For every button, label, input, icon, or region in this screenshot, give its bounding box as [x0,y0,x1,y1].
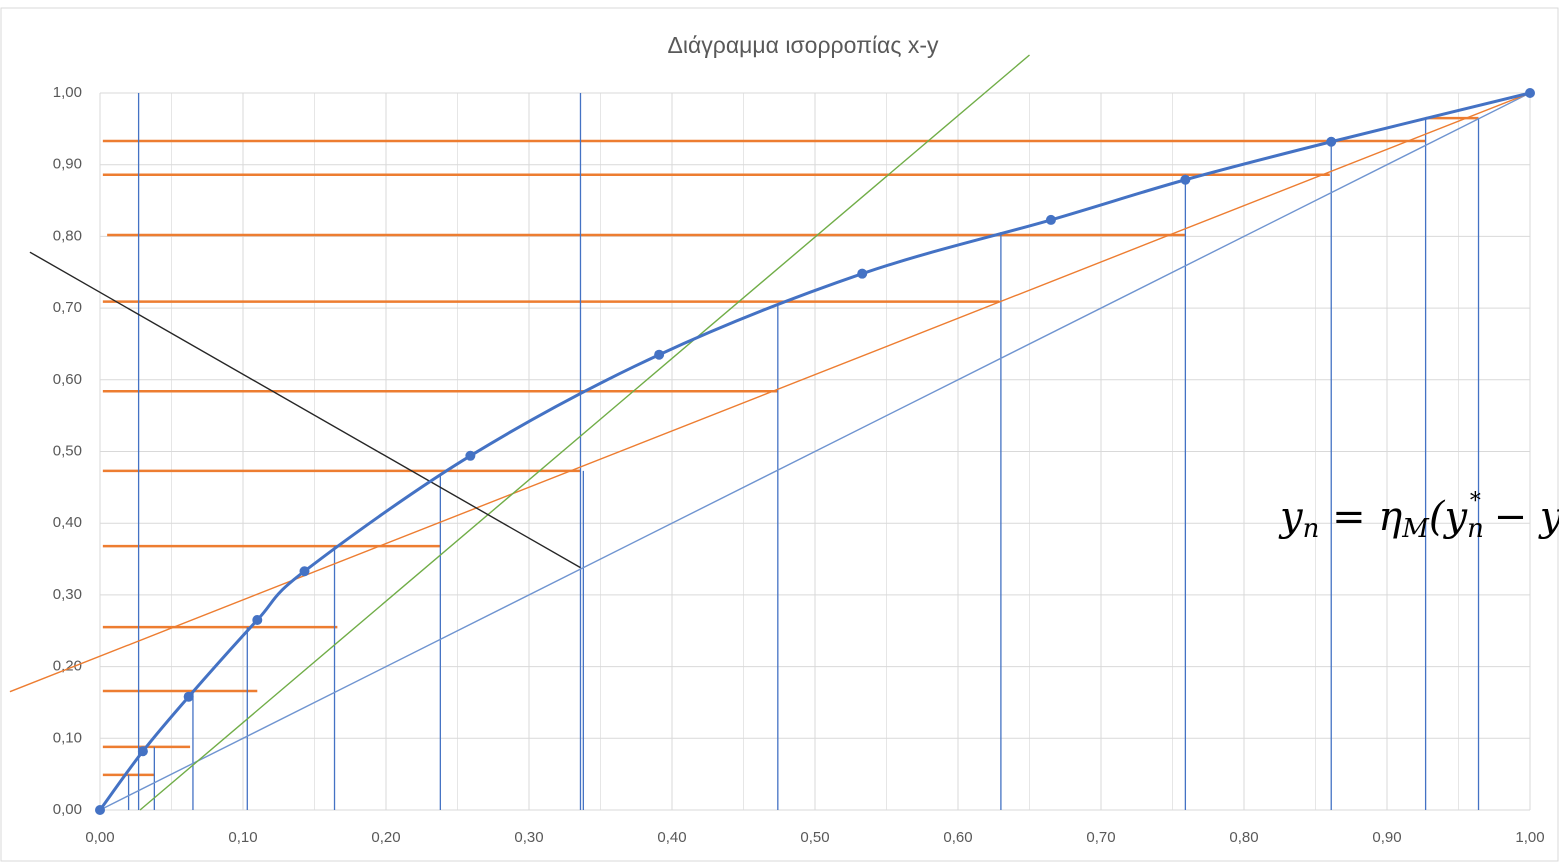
y-tick-label: 0,90 [53,156,82,173]
x-tick-label: 0,00 [85,829,114,846]
y-tick-label: 0,70 [53,299,82,316]
x-tick-label: 0,10 [228,829,257,846]
chart-frame [0,7,1559,862]
y-tick-label: 0,80 [53,227,82,244]
x-tick-label: 0,50 [800,829,829,846]
data-point [1326,136,1337,147]
data-point [137,746,148,757]
formula-part: n [1467,514,1484,544]
y-tick-label: 0,60 [53,371,82,388]
formula: yn = ηM(yn* − y [1278,489,1559,544]
data-point [1180,174,1191,185]
formula-part: * [1470,489,1481,514]
formula-part: n [1303,514,1320,544]
data-point [1525,88,1535,98]
y-tick-label: 0,20 [53,658,82,675]
y-tick-label: 1,00 [53,84,82,101]
y-tick-label: 0,40 [53,514,82,531]
y-tick-label: 0,50 [53,442,82,459]
data-point [465,450,476,461]
formula-part: − y [1481,494,1559,540]
formula-part: (y [1429,494,1469,540]
x-tick-label: 0,20 [371,829,400,846]
straight-line [139,54,1030,811]
x-tick-label: 0,70 [1086,829,1115,846]
formula-part: M [1401,514,1430,544]
y-tick-label: 0,10 [53,729,82,746]
x-tick-label: 0,90 [1372,829,1401,846]
y-tick-label: 0,30 [53,586,82,603]
straight-line [99,92,1531,811]
x-tick-label: 0,80 [1229,829,1258,846]
data-point [654,349,665,360]
data-point [183,691,194,702]
formula-part: = η [1319,494,1402,540]
straight-line [29,251,581,569]
x-tick-label: 1,00 [1515,829,1544,846]
straight-line [9,92,1531,693]
x-tick-label: 0,40 [657,829,686,846]
x-tick-label: 0,60 [943,829,972,846]
data-point [1045,214,1056,225]
data-point [299,566,310,577]
data-point [252,614,263,625]
chart-title: Διάγραμμα ισορροπίας x-y [668,32,939,58]
data-point [857,268,868,279]
x-tick-label: 0,30 [514,829,543,846]
y-tick-label: 0,00 [53,801,82,818]
data-point [95,805,105,815]
formula-part: y [1278,494,1304,540]
